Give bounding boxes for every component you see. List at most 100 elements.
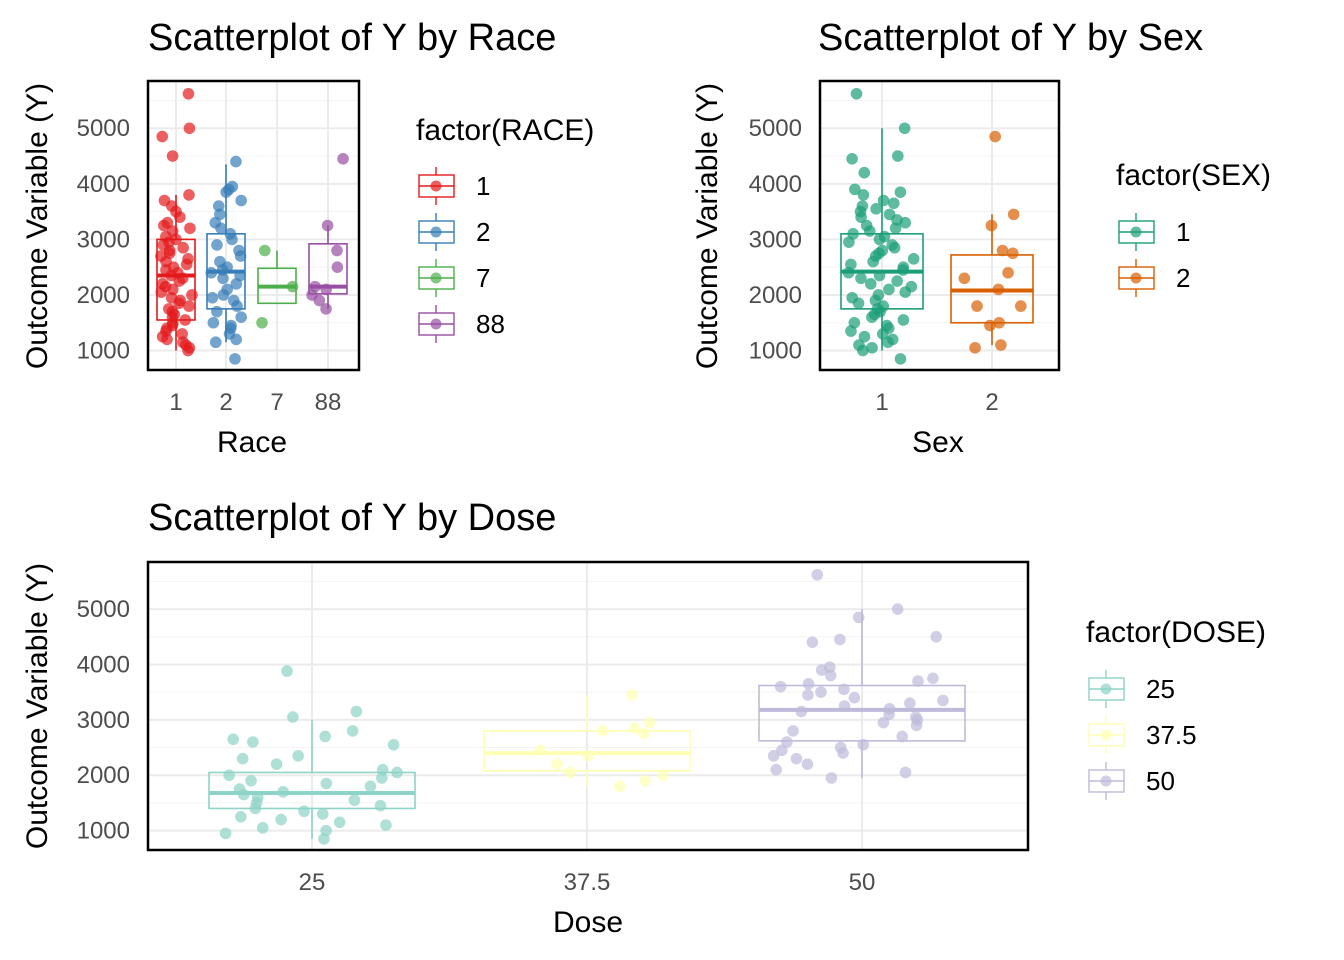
sex-x-tick-label: 1 [875, 389, 888, 416]
sex-point [850, 87, 863, 100]
sex-point [897, 264, 909, 276]
race-point [230, 155, 242, 168]
dose-point [644, 716, 656, 729]
dose-point [802, 678, 815, 690]
dose-point [795, 705, 808, 718]
dose-point [852, 611, 865, 624]
dose-point [277, 786, 289, 798]
sex-point [866, 311, 878, 324]
sex-legend-label: 2 [1176, 263, 1190, 293]
race-point [235, 311, 247, 324]
sex-point [891, 150, 904, 162]
race-point [230, 333, 243, 346]
dose-panel-border [146, 560, 1030, 852]
sex-point [1006, 247, 1019, 260]
dose-point [857, 738, 870, 751]
sex-point [888, 241, 901, 254]
sex-legend-label: 1 [1176, 217, 1190, 247]
race-point [215, 222, 227, 235]
race-point [206, 291, 219, 304]
dose-point [350, 705, 363, 718]
legend-key-point [430, 226, 442, 238]
dose-point [348, 794, 361, 806]
sex-point [989, 130, 1001, 143]
dose-point [236, 752, 249, 765]
race-point [184, 222, 196, 235]
sex-y-tick-label: 3000 [749, 226, 802, 253]
dose-point [776, 744, 788, 757]
dose-box-rect [208, 771, 416, 810]
sex-point [958, 272, 971, 285]
sex-point [995, 339, 1007, 351]
sex-y-tick-label: 4000 [749, 171, 802, 198]
race-point [155, 286, 168, 298]
race-x-tick-label: 7 [270, 389, 283, 416]
sex-point [897, 314, 910, 326]
race-point [173, 297, 185, 310]
race-point [320, 283, 333, 296]
race-chart-title: Scatterplot of Y by Race [148, 17, 556, 59]
race-point [229, 353, 241, 365]
race-point [183, 300, 195, 312]
sex-point [870, 203, 882, 215]
sex-point [843, 236, 855, 248]
dose-point [904, 697, 916, 710]
sex-point [984, 319, 996, 332]
race-point [183, 122, 196, 135]
dose-point [292, 750, 304, 762]
dose-point [811, 568, 824, 581]
sex-point [866, 341, 878, 354]
dose-point [298, 805, 310, 818]
dose-point [270, 758, 283, 770]
dose-box-rect [483, 730, 691, 772]
race-point [220, 186, 232, 198]
dose-x-tick-label: 37.5 [564, 869, 611, 896]
race-point [174, 211, 186, 223]
race-y-tick-label: 1000 [77, 338, 130, 365]
race-y-tick-label: 4000 [77, 171, 130, 198]
sex-legend-title: factor(SEX) [1116, 159, 1271, 192]
race-point [256, 316, 268, 329]
dose-point [838, 700, 851, 712]
dose-point [281, 665, 293, 677]
dose-point [930, 630, 943, 643]
race-point [313, 294, 326, 307]
sex-point [864, 278, 877, 290]
dose-point [582, 750, 594, 762]
dose-point [387, 738, 400, 751]
race-y-tick-label: 2000 [77, 282, 130, 309]
sex-panel-border [818, 79, 1061, 372]
race-y-axis-title: Outcome Variable (Y) [21, 83, 54, 369]
dose-point [235, 810, 247, 823]
dose-point [837, 747, 849, 759]
sex-point [996, 244, 1009, 257]
race-point [166, 150, 179, 162]
dose-point [806, 636, 819, 649]
sex-point [858, 330, 871, 343]
dose-point [256, 822, 269, 834]
dose-point [790, 752, 803, 765]
dose-x-tick-label: 50 [849, 869, 876, 896]
dose-point [657, 769, 669, 782]
dose-legend-title: factor(DOSE) [1086, 616, 1266, 649]
dose-point [770, 763, 783, 776]
dose-point [597, 725, 609, 737]
race-point [176, 328, 188, 340]
race-y-tick-label: 3000 [77, 226, 130, 253]
dose-point [834, 633, 846, 646]
dose-point [896, 730, 909, 743]
race-legend-key-88 [418, 305, 455, 343]
race-y-tick-label: 5000 [77, 115, 130, 142]
sex-point [907, 253, 920, 265]
race-point [173, 275, 186, 287]
dose-point [774, 680, 787, 693]
race-point [235, 194, 247, 207]
sex-point [891, 275, 903, 287]
dose-point [245, 774, 257, 787]
race-point [258, 244, 271, 257]
dose-legend-label: 25 [1146, 674, 1175, 704]
dose-point [613, 780, 626, 793]
sex-point [846, 153, 858, 165]
race-legend-key-1 [418, 167, 455, 205]
sex-point [842, 266, 855, 279]
